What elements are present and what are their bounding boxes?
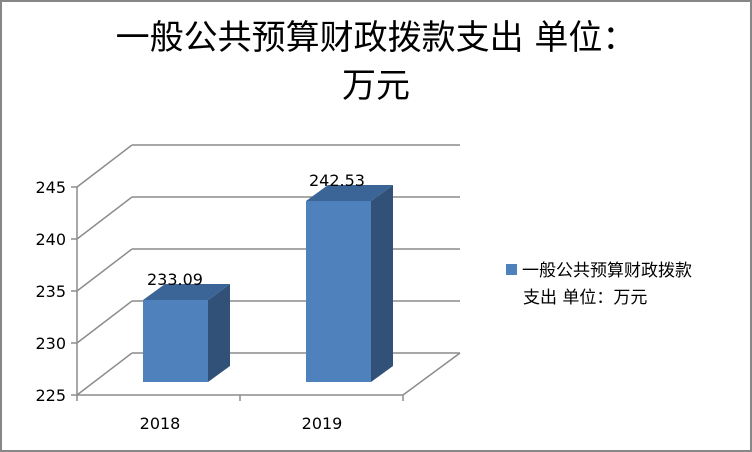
legend-label-line-1: 一般公共预算财政拨款 — [522, 261, 692, 281]
legend-label-line-2: 支出 单位：万元 — [523, 288, 648, 308]
x-tick-label: 2018 — [140, 414, 181, 433]
y-tick-label: 235 — [35, 282, 66, 301]
legend: 一般公共预算财政拨款 支出 单位：万元 — [506, 258, 746, 312]
data-label-2019: 242.53 — [309, 171, 365, 190]
y-tick-label: 225 — [35, 386, 66, 405]
x-tick-label: 2019 — [302, 414, 343, 433]
y-tick-label: 230 — [35, 334, 66, 353]
y-tick-label: 240 — [35, 230, 66, 249]
y-axis-labels: 245 240 235 230 225 — [35, 178, 66, 405]
bar-2019[interactable] — [306, 185, 393, 382]
chart-title: 一般公共预算财政拨款支出 单位： 万元 — [0, 14, 752, 110]
data-label-2018: 233.09 — [147, 270, 203, 289]
gridlines — [76, 144, 461, 396]
chart-title-line-2: 万元 — [342, 66, 410, 106]
x-axis-labels: 2018 2019 — [140, 414, 343, 433]
axes — [71, 186, 404, 401]
bar-2018[interactable] — [143, 284, 230, 382]
legend-swatch-icon — [506, 264, 517, 275]
chart-title-line-1: 一般公共预算财政拨款支出 单位： — [115, 18, 637, 58]
data-labels: 233.09 242.53 — [147, 171, 365, 289]
y-tick-label: 245 — [35, 178, 66, 197]
